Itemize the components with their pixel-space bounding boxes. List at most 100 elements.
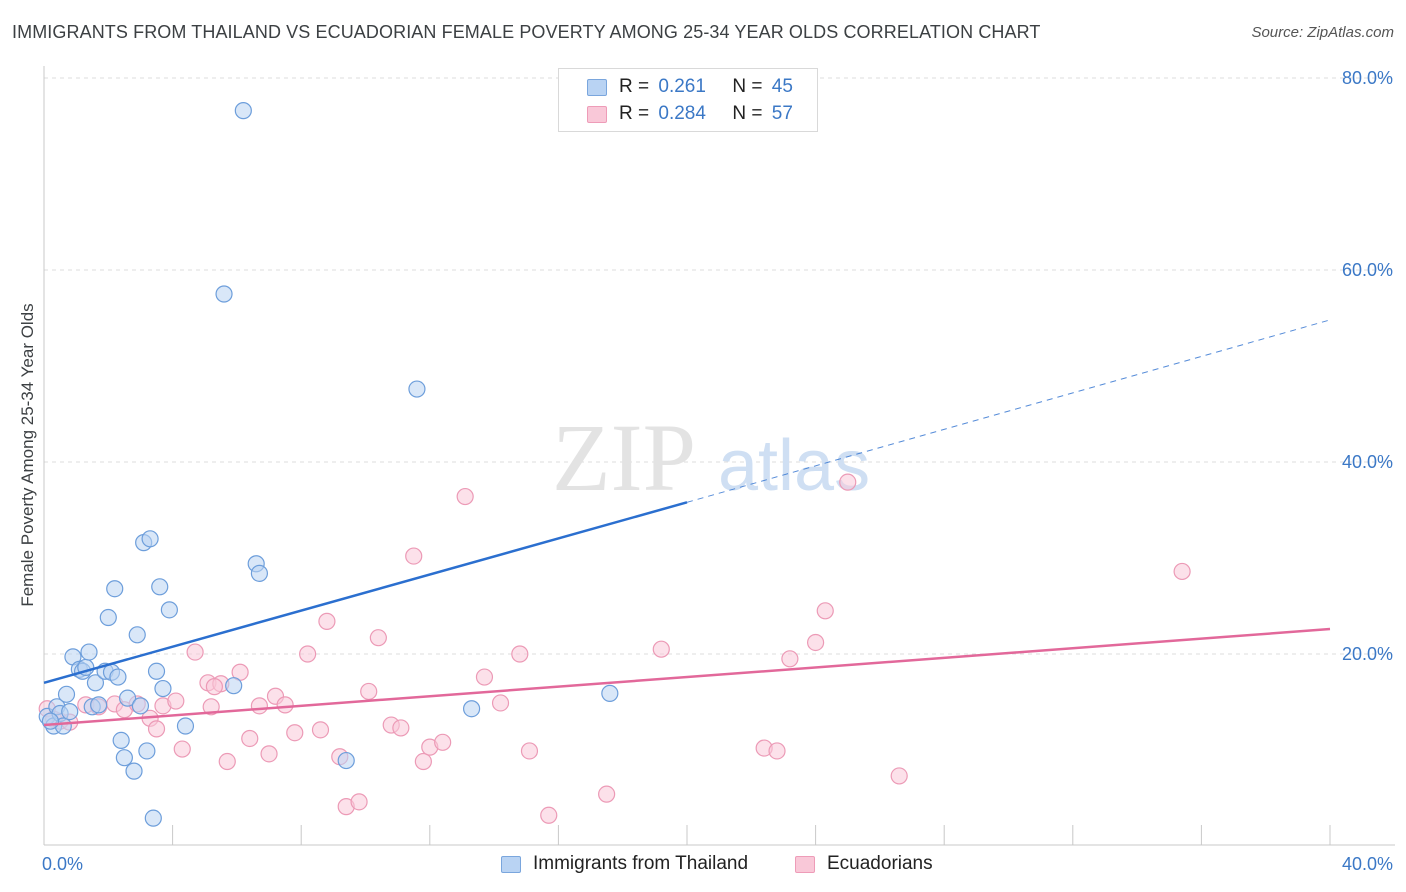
ecuadorians-point — [167, 692, 185, 710]
stats-legend: R = 0.261 N = 45 R = 0.284 N = 57 — [558, 68, 818, 132]
ecuadorians-point — [520, 742, 539, 760]
ecuadorians-point — [806, 633, 825, 652]
y-tick-label: 40.0% — [1342, 452, 1393, 472]
ecuadorians-point — [392, 719, 410, 737]
thailand-point — [109, 668, 127, 686]
bottom-legend-ecuadorians[interactable]: Ecuadorians — [795, 852, 933, 876]
legend-swatch-thailand — [587, 78, 607, 96]
ecuadorians-point — [768, 742, 786, 760]
ecuadorians-point — [260, 745, 278, 763]
ecuadorians-point — [491, 694, 510, 712]
thailand-point — [147, 662, 166, 680]
thailand-point — [86, 674, 105, 692]
thailand-point — [138, 742, 156, 760]
ecuadorians-point — [890, 767, 908, 785]
ecuadorians-point — [405, 547, 423, 565]
watermark: ZIP atlas — [552, 404, 870, 511]
bottom-legend-label-ecuadorians: Ecuadorians — [827, 853, 933, 874]
ecuadorians-point — [276, 696, 294, 714]
ecuadorians-point — [816, 602, 834, 620]
legend-n-label: N = — [732, 76, 763, 97]
thailand-point — [80, 643, 98, 661]
legend-n-value-ecuadorians: 57 — [771, 103, 793, 124]
legend-n-label: N = — [732, 103, 763, 124]
thailand-point — [115, 749, 133, 767]
thailand-point — [106, 580, 124, 598]
ecuadorians-point — [839, 473, 857, 491]
trend-lines — [43, 319, 1331, 727]
ecuadorians-point — [205, 678, 223, 696]
x-tick-label: 0.0% — [42, 854, 83, 874]
thailand-point — [225, 677, 243, 695]
legend-r-label: R = — [619, 76, 650, 97]
y-tick-label: 60.0% — [1342, 260, 1393, 280]
thailand-trend-extension — [686, 319, 1331, 503]
bottom-legend-swatch-thailand — [501, 855, 521, 873]
ecuadorians-point — [147, 720, 166, 738]
thailand-point — [337, 751, 355, 770]
bottom-legend-swatch-ecuadorians — [795, 855, 815, 873]
thailand-point — [61, 702, 79, 721]
thailand-point — [250, 564, 269, 582]
legend-r-label: R = — [619, 103, 650, 124]
thailand-point — [57, 685, 76, 703]
ecuadorians-point — [241, 729, 259, 748]
legend-r-value-thailand: 0.261 — [658, 76, 706, 97]
ecuadorians-point — [286, 724, 304, 742]
thailand-point — [176, 717, 195, 735]
chart-title: IMMIGRANTS FROM THAILAND VS ECUADORIAN F… — [12, 22, 1041, 42]
y-tick-label: 80.0% — [1342, 68, 1393, 88]
thailand-point — [160, 601, 178, 619]
ecuadorians-point — [311, 721, 330, 739]
legend-n-value-thailand: 45 — [771, 76, 793, 97]
gridlines — [44, 77, 1395, 655]
ecuadorians-point — [250, 697, 269, 715]
thailand-point — [601, 684, 619, 702]
ecuadorians-point — [369, 629, 387, 647]
bottom-legend-label-thailand: Immigrants from Thailand — [533, 853, 749, 874]
ecuadorians-point — [511, 645, 529, 663]
ecuadorians-point — [540, 806, 558, 824]
thailand-point — [234, 102, 252, 120]
thailand-point — [141, 530, 159, 548]
tick-labels: 20.0% 40.0% 60.0% 80.0% 0.0% 40.0% — [42, 68, 1393, 874]
thailand-point — [144, 809, 162, 827]
thailand-point — [41, 712, 60, 730]
ecuadorians-trend-line — [43, 627, 1331, 727]
ecuadorians-point — [434, 733, 452, 751]
thailand-trend-line — [43, 501, 688, 685]
thailand-point — [99, 608, 117, 627]
ecuadorians-point — [218, 752, 236, 771]
ecuadorians-point — [318, 612, 336, 630]
ecuadorians-point — [173, 740, 191, 758]
thailand-point — [125, 762, 143, 780]
legend-row-ecuadorians: R = 0.284 N = 57 — [587, 101, 793, 127]
thailand-point — [112, 731, 130, 750]
thailand-point — [118, 689, 137, 707]
legend-swatch-ecuadorians — [587, 105, 607, 123]
source-label: Source: ZipAtlas.com — [1251, 24, 1394, 41]
legend-row-thailand: R = 0.261 N = 45 — [587, 74, 793, 100]
thailand-point — [215, 285, 233, 303]
ecuadorians-point — [299, 645, 317, 663]
ecuadorians-point — [456, 487, 474, 506]
legend-r-value-ecuadorians: 0.284 — [658, 103, 706, 124]
ecuadorians-point — [414, 752, 432, 771]
thailand-point — [131, 697, 150, 715]
ecuadorians-point — [350, 793, 368, 811]
ecuadorians-point — [598, 785, 616, 803]
thailand-point — [128, 626, 146, 644]
ecuadorians-point — [475, 668, 494, 686]
y-tick-label: 20.0% — [1342, 644, 1393, 664]
x-tick-label: 40.0% — [1342, 854, 1393, 874]
ecuadorians-point — [652, 640, 670, 658]
thailand-point — [462, 700, 481, 718]
ecuadorians-point — [1173, 562, 1191, 581]
thailand-point — [408, 380, 426, 398]
ecuadorians-point — [202, 698, 220, 716]
ecuadorians-points — [38, 473, 1191, 824]
bottom-legend-thailand[interactable]: Immigrants from Thailand — [501, 852, 748, 876]
ecuadorians-point — [360, 682, 378, 701]
watermark-atlas: atlas — [718, 426, 870, 506]
